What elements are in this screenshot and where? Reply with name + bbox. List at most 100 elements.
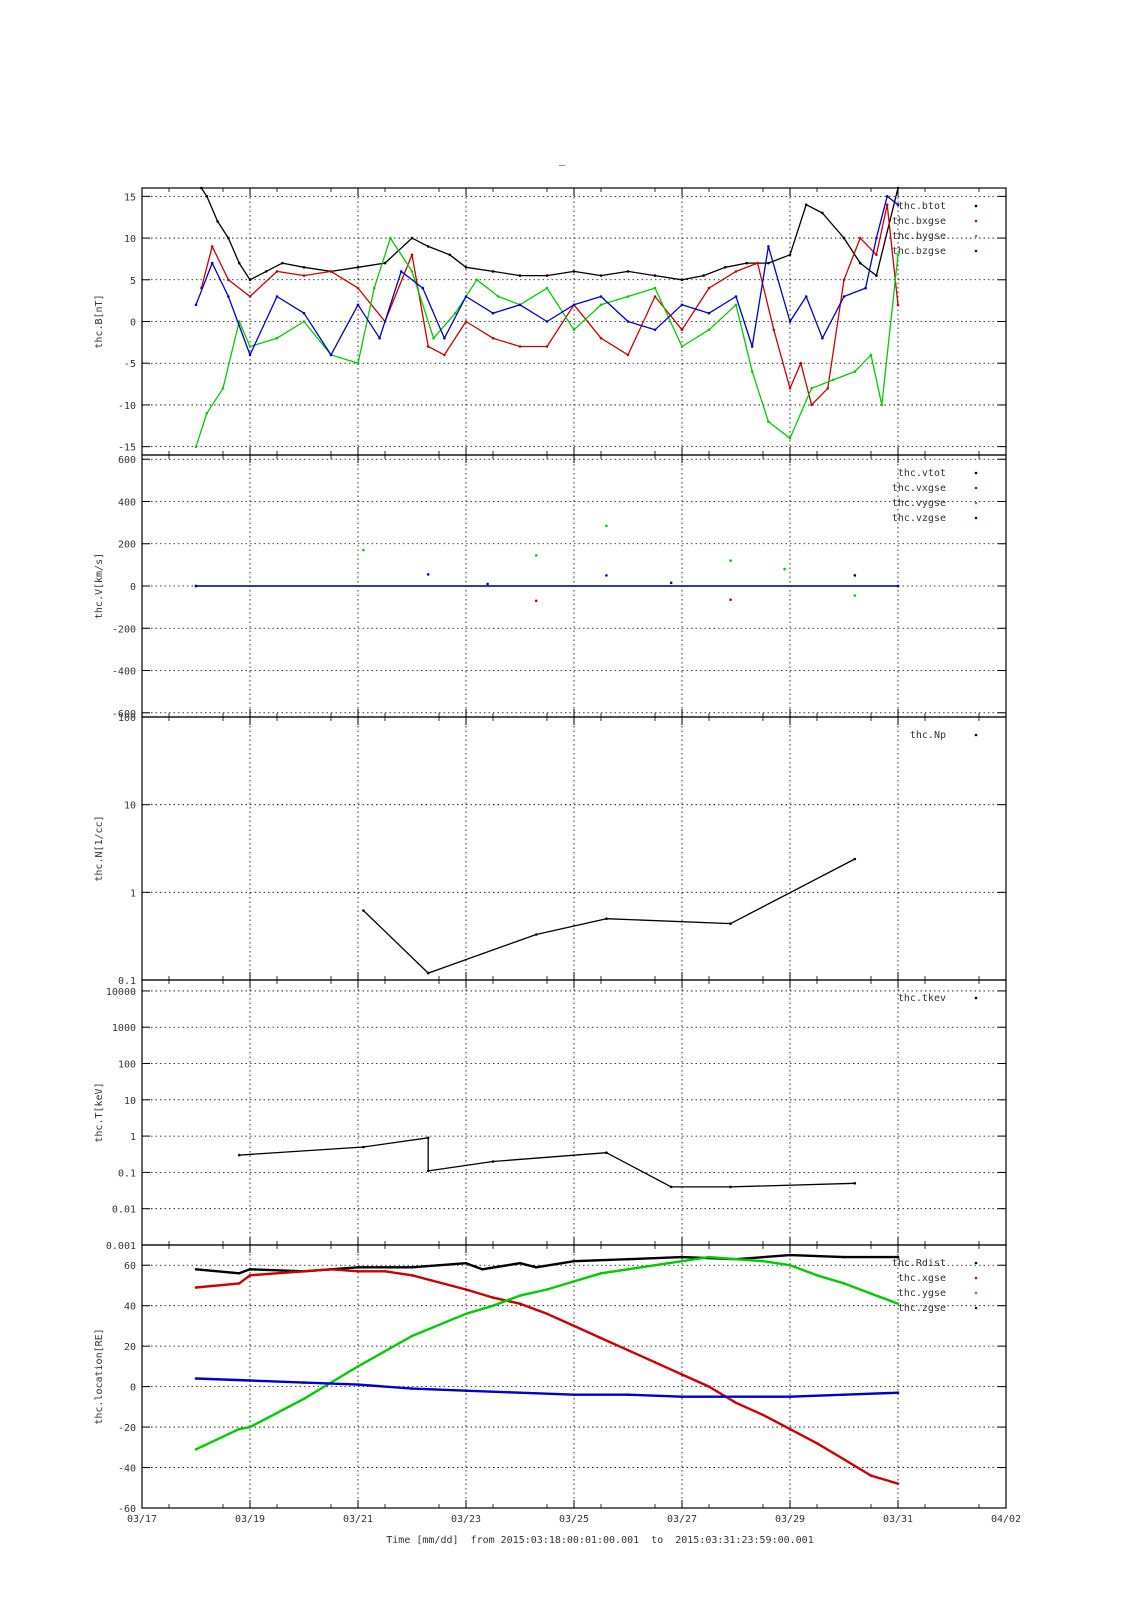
data-point xyxy=(248,295,252,298)
data-point xyxy=(842,1282,846,1285)
data-point xyxy=(497,295,500,298)
data-point xyxy=(572,1324,576,1328)
legend-marker xyxy=(974,516,978,520)
data-point xyxy=(842,236,846,240)
data-point xyxy=(426,245,430,248)
data-point xyxy=(729,559,732,562)
data-point xyxy=(572,1393,576,1396)
data-point xyxy=(896,584,900,588)
data-point xyxy=(680,1373,684,1376)
data-point xyxy=(599,1336,603,1340)
data-point xyxy=(194,584,198,588)
data-point xyxy=(734,270,738,273)
y-tick-label: -15 xyxy=(118,443,136,454)
data-point xyxy=(788,1253,792,1257)
data-point xyxy=(653,1263,657,1267)
data-point xyxy=(362,1145,365,1149)
data-point xyxy=(788,320,792,323)
data-point xyxy=(545,345,549,348)
data-point xyxy=(626,1348,630,1352)
data-point xyxy=(707,1385,711,1388)
data-point xyxy=(464,295,468,298)
series-line xyxy=(195,1377,899,1398)
y-tick-label: 60 xyxy=(124,1261,136,1272)
data-point xyxy=(745,261,749,265)
data-point xyxy=(734,1257,738,1261)
data-point xyxy=(302,311,306,315)
data-point xyxy=(815,1442,819,1445)
y-tick-label: 1 xyxy=(130,1132,136,1143)
data-point xyxy=(821,211,824,215)
data-point xyxy=(821,336,824,340)
data-point xyxy=(216,220,219,223)
data-point xyxy=(534,554,538,557)
data-point xyxy=(853,574,857,577)
legend-marker xyxy=(974,1276,978,1280)
data-point xyxy=(599,1272,603,1275)
data-point xyxy=(885,203,889,206)
data-point xyxy=(237,1153,241,1157)
legend-label: thc.vxgse xyxy=(892,483,946,494)
data-point xyxy=(572,1280,576,1283)
data-point xyxy=(545,320,549,323)
legend-marker xyxy=(974,234,978,238)
data-point xyxy=(707,1255,711,1259)
data-point xyxy=(475,278,479,282)
data-point xyxy=(896,1255,900,1259)
x-tick-label: 03/19 xyxy=(235,1514,265,1525)
data-point xyxy=(545,1312,549,1316)
data-point xyxy=(810,403,813,407)
data-point xyxy=(491,270,495,273)
data-point xyxy=(356,1266,360,1269)
data-point xyxy=(680,1395,684,1398)
data-point xyxy=(626,353,630,357)
data-point xyxy=(410,236,414,240)
data-point xyxy=(896,303,900,307)
data-point xyxy=(491,1304,495,1307)
data-point xyxy=(605,524,608,528)
data-point xyxy=(248,278,252,282)
data-point xyxy=(534,1266,538,1269)
y-axis-label: thc.N[1/cc] xyxy=(94,815,105,881)
series-line xyxy=(362,858,856,974)
data-point xyxy=(248,1268,252,1271)
data-point xyxy=(545,1288,549,1291)
y-tick-label: -20 xyxy=(118,1423,136,1434)
data-point xyxy=(275,336,279,340)
data-point xyxy=(626,1268,630,1271)
data-point xyxy=(518,345,522,348)
data-point xyxy=(302,1270,306,1273)
data-point xyxy=(734,1395,738,1398)
data-point xyxy=(626,320,630,323)
data-point xyxy=(896,203,900,206)
data-point xyxy=(302,1397,306,1401)
data-point xyxy=(432,336,435,340)
data-point xyxy=(896,253,900,257)
data-point xyxy=(453,311,457,315)
legend-label: thc.ygse xyxy=(898,1288,946,1299)
data-point xyxy=(896,186,900,190)
data-point xyxy=(410,253,414,257)
data-point xyxy=(356,1365,360,1368)
data-point xyxy=(880,403,884,407)
x-tick-label: 03/23 xyxy=(451,1514,481,1525)
data-point xyxy=(729,1185,732,1189)
data-point xyxy=(545,286,549,290)
data-point xyxy=(205,412,209,415)
legend-label: thc.vygse xyxy=(892,498,946,509)
data-point xyxy=(362,548,365,552)
legend-marker xyxy=(974,249,978,253)
data-point xyxy=(448,253,452,257)
y-tick-label: 40 xyxy=(124,1302,136,1313)
data-point xyxy=(464,1389,468,1392)
data-point xyxy=(869,353,873,357)
data-point xyxy=(356,361,360,365)
data-point xyxy=(410,1334,414,1338)
legend-label: thc.xgse xyxy=(898,1273,946,1284)
data-point xyxy=(767,245,770,248)
legend-label: thc.tkev xyxy=(898,993,946,1004)
data-point xyxy=(194,1268,198,1271)
data-point xyxy=(831,378,835,382)
y-tick-label: 10 xyxy=(124,1096,136,1107)
legend-marker xyxy=(974,219,978,223)
